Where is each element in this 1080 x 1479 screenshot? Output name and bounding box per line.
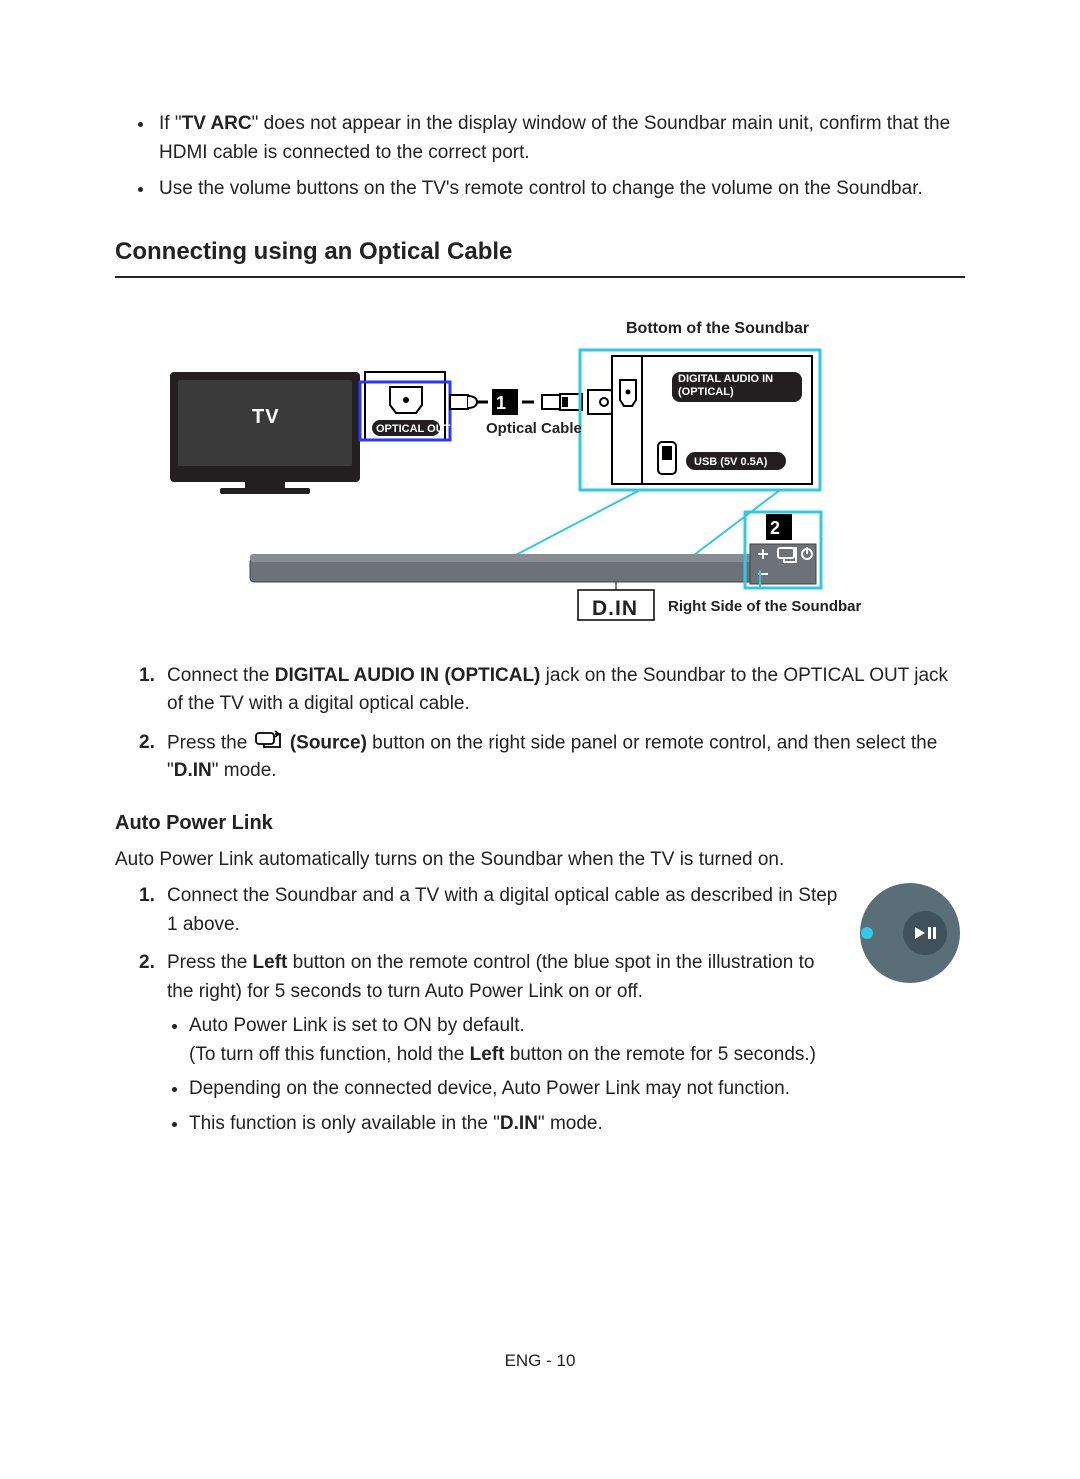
diagram-svg: [160, 302, 920, 632]
step1-num: 1: [496, 390, 506, 417]
intro-bullet-2: Use the volume buttons on the TV's remot…: [155, 175, 965, 204]
digital-audio-label: DIGITAL AUDIO IN(OPTICAL): [678, 373, 773, 399]
optical-cable-label: Optical Cable: [486, 418, 582, 441]
intro-bullets: If "TV ARC" does not appear in the displ…: [155, 110, 965, 204]
autopower-step-1: 1. Connect the Soundbar and a TV with a …: [139, 882, 965, 939]
section-heading: Connecting using an Optical Cable: [115, 234, 965, 278]
step-1: 1. Connect the DIGITAL AUDIO IN (OPTICAL…: [139, 662, 965, 719]
intro-bullet-1: If "TV ARC" does not appear in the displ…: [155, 110, 965, 167]
cable-left: [450, 395, 488, 409]
step-2: 2. Press the (Source) button on the righ…: [139, 729, 965, 786]
usb-label: USB (5V 0.5A): [694, 454, 767, 471]
autopower-heading: Auto Power Link: [115, 808, 965, 838]
tv-shape: [170, 372, 360, 494]
connection-steps: 1. Connect the DIGITAL AUDIO IN (OPTICAL…: [139, 662, 965, 786]
autopower-steps: 1. Connect the Soundbar and a TV with a …: [139, 882, 965, 1138]
autopower-note-1: Auto Power Link is set to ON by default.…: [189, 1012, 965, 1069]
right-side-label: Right Side of the Soundbar: [668, 596, 861, 619]
source-icon: [255, 729, 283, 758]
cable-right: [522, 390, 620, 414]
autopower-notes: Auto Power Link is set to ON by default.…: [189, 1012, 965, 1138]
tv-label: TV: [252, 402, 280, 432]
autopower-intro: Auto Power Link automatically turns on t…: [115, 846, 965, 875]
autopower-note-2: Depending on the connected device, Auto …: [189, 1075, 965, 1104]
page-footer: ENG - 10: [115, 1348, 965, 1374]
optical-out-label: OPTICAL OUT: [376, 421, 450, 438]
autopower-note-3: This function is only available in the "…: [189, 1110, 965, 1139]
step2-num: 2: [770, 515, 780, 542]
din-label: D.IN: [592, 593, 638, 625]
optical-diagram: Bottom of the Soundbar TV OPTICAL OUT 1 …: [160, 302, 920, 632]
autopower-step-2: 2. Press the Left button on the remote c…: [139, 949, 965, 1138]
bottom-soundbar-label: Bottom of the Soundbar: [626, 317, 809, 341]
